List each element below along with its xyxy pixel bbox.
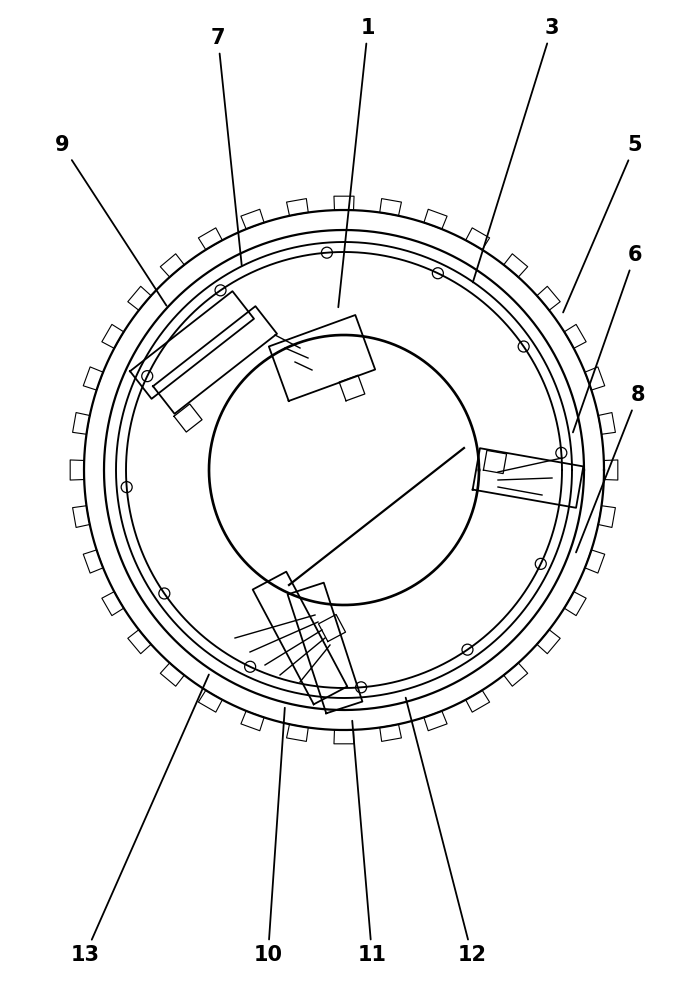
- Text: 12: 12: [406, 698, 486, 965]
- Text: 3: 3: [473, 18, 559, 282]
- Text: 6: 6: [573, 245, 642, 432]
- Text: 9: 9: [54, 135, 167, 306]
- Text: 5: 5: [563, 135, 642, 312]
- Text: 8: 8: [576, 385, 646, 552]
- Text: 1: 1: [338, 18, 376, 307]
- Text: 7: 7: [211, 28, 242, 265]
- Text: 10: 10: [254, 708, 285, 965]
- Text: 13: 13: [70, 675, 209, 965]
- Text: 11: 11: [352, 721, 387, 965]
